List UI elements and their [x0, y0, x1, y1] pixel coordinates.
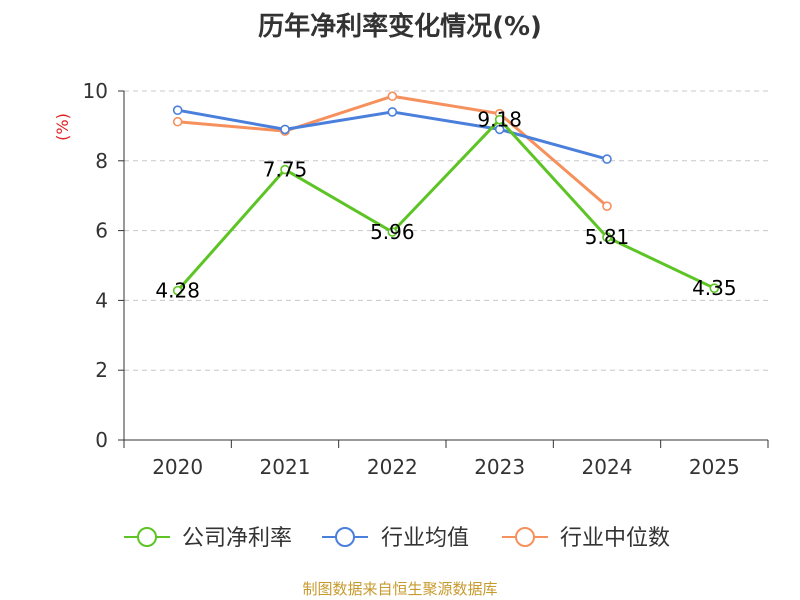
source-note: 制图数据来自恒生聚源数据库 [302, 580, 498, 598]
y-axis-label: (%) [53, 113, 72, 141]
legend-label: 公司净利率 [182, 526, 292, 551]
y-tick-label: 8 [95, 149, 108, 173]
data-point [172, 116, 183, 127]
legend-label: 行业中位数 [560, 526, 670, 551]
legend-marker [137, 527, 157, 547]
legend-item: 行业均值 [322, 526, 469, 551]
data-point [387, 107, 398, 117]
data-label: 5.81 [585, 225, 630, 249]
data-point [602, 154, 612, 164]
y-tick-label: 6 [95, 219, 108, 243]
x-tick-label: 2023 [474, 455, 525, 479]
x-tick-label: 2021 [260, 455, 311, 479]
x-tick-label: 2022 [367, 455, 418, 479]
data-point [172, 285, 183, 296]
x-tick-label: 2020 [152, 455, 203, 479]
data-point [709, 283, 720, 293]
data-label: 7.75 [263, 158, 308, 182]
data-label: 9.18 [477, 108, 522, 132]
data-label: 4.35 [692, 276, 737, 300]
data-point [387, 227, 398, 237]
data-point [494, 114, 505, 125]
y-tick-label: 2 [95, 358, 108, 382]
data-point [172, 105, 183, 115]
legend-marker [335, 527, 355, 547]
data-point [280, 164, 290, 175]
series-line [176, 118, 715, 292]
data-point [387, 91, 398, 102]
y-tick-label: 0 [95, 428, 108, 452]
legend-item: 行业中位数 [502, 526, 670, 551]
data-point [602, 232, 612, 243]
chart-title: 历年净利率变化情况(%) [258, 12, 542, 42]
legend-marker [515, 527, 535, 547]
x-tick-label: 2024 [582, 455, 633, 479]
y-tick-label: 10 [83, 79, 108, 103]
x-tick-label: 2025 [689, 455, 740, 479]
data-label: 4.28 [155, 279, 200, 303]
data-point [494, 124, 505, 135]
data-point [280, 124, 290, 135]
y-tick-label: 4 [95, 288, 108, 312]
data-point [602, 201, 612, 211]
data-label: 5.96 [370, 220, 415, 244]
legend-item: 公司净利率 [124, 526, 292, 551]
legend-label: 行业均值 [381, 526, 469, 551]
